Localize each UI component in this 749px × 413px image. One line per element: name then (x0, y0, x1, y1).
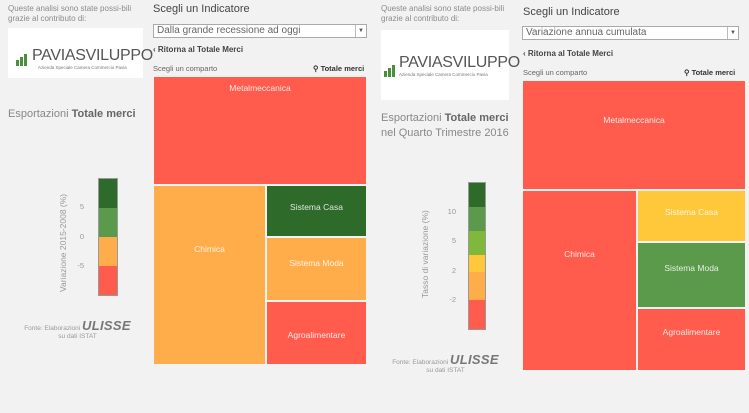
ulisse-logo: ULISSE (82, 318, 131, 333)
total-goods-label: Totale merci (320, 64, 365, 73)
scale-band (469, 183, 485, 207)
indicator-select[interactable]: Variazione annua cumulata ▼ (522, 26, 739, 40)
treemap-cell-sistema-moda[interactable]: Sistema Moda (266, 237, 367, 301)
dropdown-arrow-icon: ▼ (727, 27, 738, 39)
logo-bars-icon (16, 48, 28, 66)
source-note: Fonte: Elaborazioni ULISSE su dati ISTAT (10, 318, 145, 340)
scale-band (99, 208, 117, 237)
ulisse-logo: ULISSE (450, 352, 499, 367)
back-link-label: Ritorna al Totale Merci (157, 45, 244, 54)
treemap-cell-chimica[interactable]: Chimica (522, 190, 637, 371)
cell-label: Chimica (194, 244, 225, 254)
intro-text: Queste analisi sono state possi-bili gra… (381, 4, 505, 23)
cell-label: Sistema Moda (664, 263, 719, 273)
paviasviluppo-logo: PAVIASVILUPPO Azienda Speciale Camera Co… (381, 30, 520, 100)
scale-band (99, 179, 117, 208)
source-note: Fonte: Elaborazioni ULISSE su dati ISTAT (378, 352, 513, 374)
treemap-cell-agroalimentare[interactable]: Agroalimentare (637, 308, 746, 371)
scale-band (469, 272, 485, 300)
scale-band (99, 237, 117, 266)
source-line2: su dati ISTAT (58, 333, 97, 340)
scale-band (99, 266, 117, 295)
scale-tick-label: 2 (451, 266, 456, 275)
treemap-cell-metalmeccanica[interactable]: Metalmeccanica (522, 80, 746, 190)
legend-axis-label: Tasso di variazione (%) (420, 210, 430, 298)
cell-label: Sistema Moda (289, 258, 344, 268)
cell-label: Metalmeccanica (229, 83, 291, 93)
total-goods-link[interactable]: ⚲ Totale merci (684, 68, 736, 77)
intro-text: Queste analisi sono state possi-bili gra… (8, 4, 132, 23)
legend-heading: Esportazioni Totale merci (8, 107, 148, 122)
color-scale-legend (468, 182, 486, 330)
indicator-select[interactable]: Dalla grande recessione ad oggi ▼ (153, 24, 367, 38)
treemap-cell-metalmeccanica[interactable]: Metalmeccanica (153, 76, 367, 185)
scale-tick-label: 5 (451, 236, 456, 245)
cell-label: Chimica (564, 249, 595, 259)
legend-axis-label: Variazione 2015-2008 (%) (58, 193, 68, 292)
scale-tick-label: -5 (77, 261, 84, 270)
heading-suffix: nel Quarto Trimestre 2016 (381, 127, 509, 139)
scale-band (469, 231, 485, 255)
scale-band (469, 300, 485, 329)
cell-label: Agroalimentare (662, 327, 721, 337)
color-scale-legend (98, 178, 118, 296)
total-goods-label: Totale merci (691, 68, 736, 77)
choose-sector-label: Scegli un comparto (523, 68, 588, 77)
legend-heading: Esportazioni Totale merci nel Quarto Tri… (381, 111, 516, 141)
logo-text: PAVIASVILUPPO (399, 54, 520, 71)
cell-label: Sistema Casa (290, 202, 343, 212)
logo-subtitle: Azienda Speciale Camera Commercio Pavia (399, 72, 488, 77)
heading-prefix: Esportazioni (381, 112, 445, 124)
indicator-title: Scegli un Indicatore (153, 3, 250, 15)
source-line2: su dati ISTAT (426, 367, 465, 374)
indicator-select-value: Dalla grande recessione ad oggi (157, 25, 301, 36)
total-goods-link[interactable]: ⚲ Totale merci (313, 64, 365, 73)
scale-tick-label: 5 (79, 202, 84, 211)
heading-bold: Totale merci (444, 112, 509, 124)
scale-band (469, 207, 485, 231)
scale-tick-label: 10 (447, 207, 456, 216)
source-line1: Fonte: Elaborazioni (392, 359, 449, 366)
logo-text: PAVIASVILUPPO (32, 47, 153, 64)
indicator-select-value: Variazione annua cumulata (526, 27, 647, 38)
indicator-title: Scegli un Indicatore (523, 6, 620, 18)
paviasviluppo-logo: PAVIASVILUPPO Azienda Speciale Camera Co… (8, 28, 153, 78)
cell-label: Sistema Casa (665, 207, 718, 217)
cell-label: Agroalimentare (287, 330, 346, 340)
source-line1: Fonte: Elaborazioni (24, 325, 81, 332)
back-link-label: Ritorna al Totale Merci (527, 49, 614, 58)
treemap-cell-sistema-moda[interactable]: Sistema Moda (637, 242, 746, 308)
treemap-cell-agroalimentare[interactable]: Agroalimentare (266, 301, 367, 365)
treemap-cell-sistema-casa[interactable]: Sistema Casa (637, 190, 746, 242)
heading-bold: Totale merci (71, 108, 136, 120)
scale-tick-label: 0 (79, 232, 84, 241)
scale-band (469, 255, 485, 272)
logo-subtitle: Azienda Speciale Camera Commercio Pavia (38, 65, 127, 70)
treemap-cell-sistema-casa[interactable]: Sistema Casa (266, 185, 367, 237)
back-to-total-link[interactable]: ‹ Ritorna al Totale Merci (523, 49, 614, 58)
choose-sector-label: Scegli un comparto (153, 64, 218, 73)
heading-prefix: Esportazioni (8, 108, 72, 120)
cell-label: Metalmeccanica (603, 115, 665, 125)
back-to-total-link[interactable]: ‹ Ritorna al Totale Merci (153, 45, 244, 54)
scale-tick-label: -2 (449, 295, 456, 304)
logo-bars-icon (384, 59, 396, 77)
treemap-cell-chimica[interactable]: Chimica (153, 185, 266, 365)
dropdown-arrow-icon: ▼ (355, 25, 366, 37)
